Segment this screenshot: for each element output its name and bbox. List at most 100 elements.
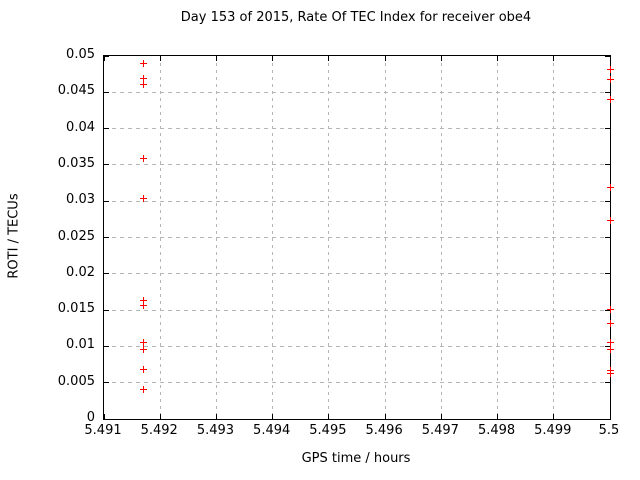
y-tick bbox=[605, 55, 610, 57]
x-tick bbox=[609, 414, 611, 419]
x-tick-label: 5.495 bbox=[309, 423, 347, 438]
y-gridline bbox=[104, 273, 610, 275]
y-tick-label: 0.015 bbox=[57, 301, 95, 317]
data-point-marker bbox=[139, 302, 147, 310]
x-tick bbox=[497, 414, 499, 419]
data-point-marker bbox=[139, 194, 147, 202]
x-tick bbox=[328, 414, 330, 419]
x-gridline bbox=[440, 56, 442, 419]
y-tick bbox=[605, 200, 610, 202]
data-point-marker bbox=[606, 76, 614, 84]
data-point-marker bbox=[139, 80, 147, 88]
data-point-marker bbox=[606, 217, 614, 225]
x-tick bbox=[328, 56, 330, 61]
y-tick bbox=[605, 128, 610, 130]
data-point-marker bbox=[139, 385, 147, 393]
x-tick bbox=[609, 56, 611, 61]
x-gridline bbox=[215, 56, 217, 419]
y-tick bbox=[605, 237, 610, 238]
x-gridline bbox=[328, 56, 330, 419]
data-point-marker bbox=[606, 319, 614, 327]
y-tick bbox=[104, 91, 109, 93]
y-gridline bbox=[104, 309, 610, 311]
plot-area bbox=[103, 55, 614, 420]
x-tick bbox=[159, 414, 161, 419]
y-tick bbox=[605, 273, 610, 275]
y-tick bbox=[605, 164, 610, 166]
x-gridline bbox=[497, 56, 499, 419]
y-tick bbox=[104, 237, 109, 238]
x-tick-label: 5.494 bbox=[253, 423, 291, 438]
x-tick-label: 5.493 bbox=[196, 423, 235, 438]
x-gridline bbox=[553, 56, 555, 419]
x-tick bbox=[440, 414, 442, 419]
x-tick bbox=[553, 414, 555, 419]
y-tick bbox=[605, 382, 610, 384]
data-point-marker bbox=[139, 366, 147, 374]
y-gridline bbox=[104, 200, 610, 202]
data-point-marker bbox=[606, 183, 614, 191]
x-tick-label: 5.499 bbox=[534, 423, 572, 438]
y-tick bbox=[104, 164, 109, 166]
x-axis-label: GPS time / hours bbox=[301, 451, 411, 466]
x-tick bbox=[384, 414, 386, 419]
x-tick-label: 5.498 bbox=[477, 423, 516, 438]
y-tick bbox=[104, 418, 109, 420]
data-point-marker bbox=[139, 154, 147, 162]
y-tick-label: 0.02 bbox=[66, 264, 95, 280]
y-tick-label: 0.04 bbox=[66, 119, 95, 135]
y-tick bbox=[605, 91, 610, 93]
data-point-marker bbox=[139, 338, 147, 346]
x-tick bbox=[103, 56, 105, 61]
data-point-marker bbox=[606, 339, 614, 347]
x-tick bbox=[497, 56, 499, 61]
y-tick-label: 0.005 bbox=[57, 373, 95, 389]
x-tick bbox=[272, 414, 274, 419]
data-point-marker bbox=[139, 60, 147, 68]
data-point-marker bbox=[606, 96, 614, 104]
data-point-marker bbox=[606, 369, 614, 377]
y-tick bbox=[104, 382, 109, 384]
data-point-marker bbox=[606, 345, 614, 353]
y-tick bbox=[605, 309, 610, 311]
y-gridline bbox=[104, 237, 610, 238]
chart-title: Day 153 of 2015, Rate Of TEC Index for r… bbox=[180, 10, 532, 25]
x-tick-label: 5.496 bbox=[365, 423, 403, 438]
x-tick bbox=[103, 414, 105, 419]
y-tick bbox=[104, 309, 109, 311]
x-tick bbox=[215, 56, 217, 61]
data-point-marker bbox=[606, 305, 614, 313]
y-tick-label: 0.035 bbox=[57, 155, 95, 171]
y-tick bbox=[104, 345, 109, 347]
x-tick-label: 5.497 bbox=[421, 423, 459, 438]
y-tick-label: 0.025 bbox=[57, 228, 95, 244]
x-tick-label: 5.492 bbox=[140, 423, 178, 438]
x-tick bbox=[159, 56, 161, 61]
x-tick-label: 5.5 bbox=[598, 423, 620, 438]
x-tick-label: 5.491 bbox=[84, 423, 122, 438]
x-gridline bbox=[384, 56, 386, 419]
x-tick bbox=[384, 56, 386, 61]
x-gridline bbox=[159, 56, 161, 419]
y-tick bbox=[605, 345, 610, 347]
y-gridline bbox=[104, 91, 610, 93]
y-tick-label: 0.03 bbox=[66, 192, 95, 208]
y-tick-label: 0.01 bbox=[66, 337, 95, 353]
data-point-marker bbox=[139, 345, 147, 353]
data-point-marker bbox=[139, 297, 147, 305]
y-tick bbox=[605, 418, 610, 420]
y-tick bbox=[104, 200, 109, 202]
y-gridline bbox=[104, 345, 610, 347]
y-tick-label: 0.045 bbox=[57, 83, 95, 99]
x-tick bbox=[215, 414, 217, 419]
data-point-marker bbox=[139, 75, 147, 82]
y-gridline bbox=[104, 382, 610, 384]
data-point-marker bbox=[606, 65, 614, 73]
y-tick bbox=[104, 273, 109, 275]
x-tick bbox=[272, 56, 274, 61]
y-tick-label: 0 bbox=[86, 410, 95, 425]
y-gridline bbox=[104, 164, 610, 166]
y-tick bbox=[104, 55, 109, 57]
x-tick bbox=[553, 56, 555, 61]
